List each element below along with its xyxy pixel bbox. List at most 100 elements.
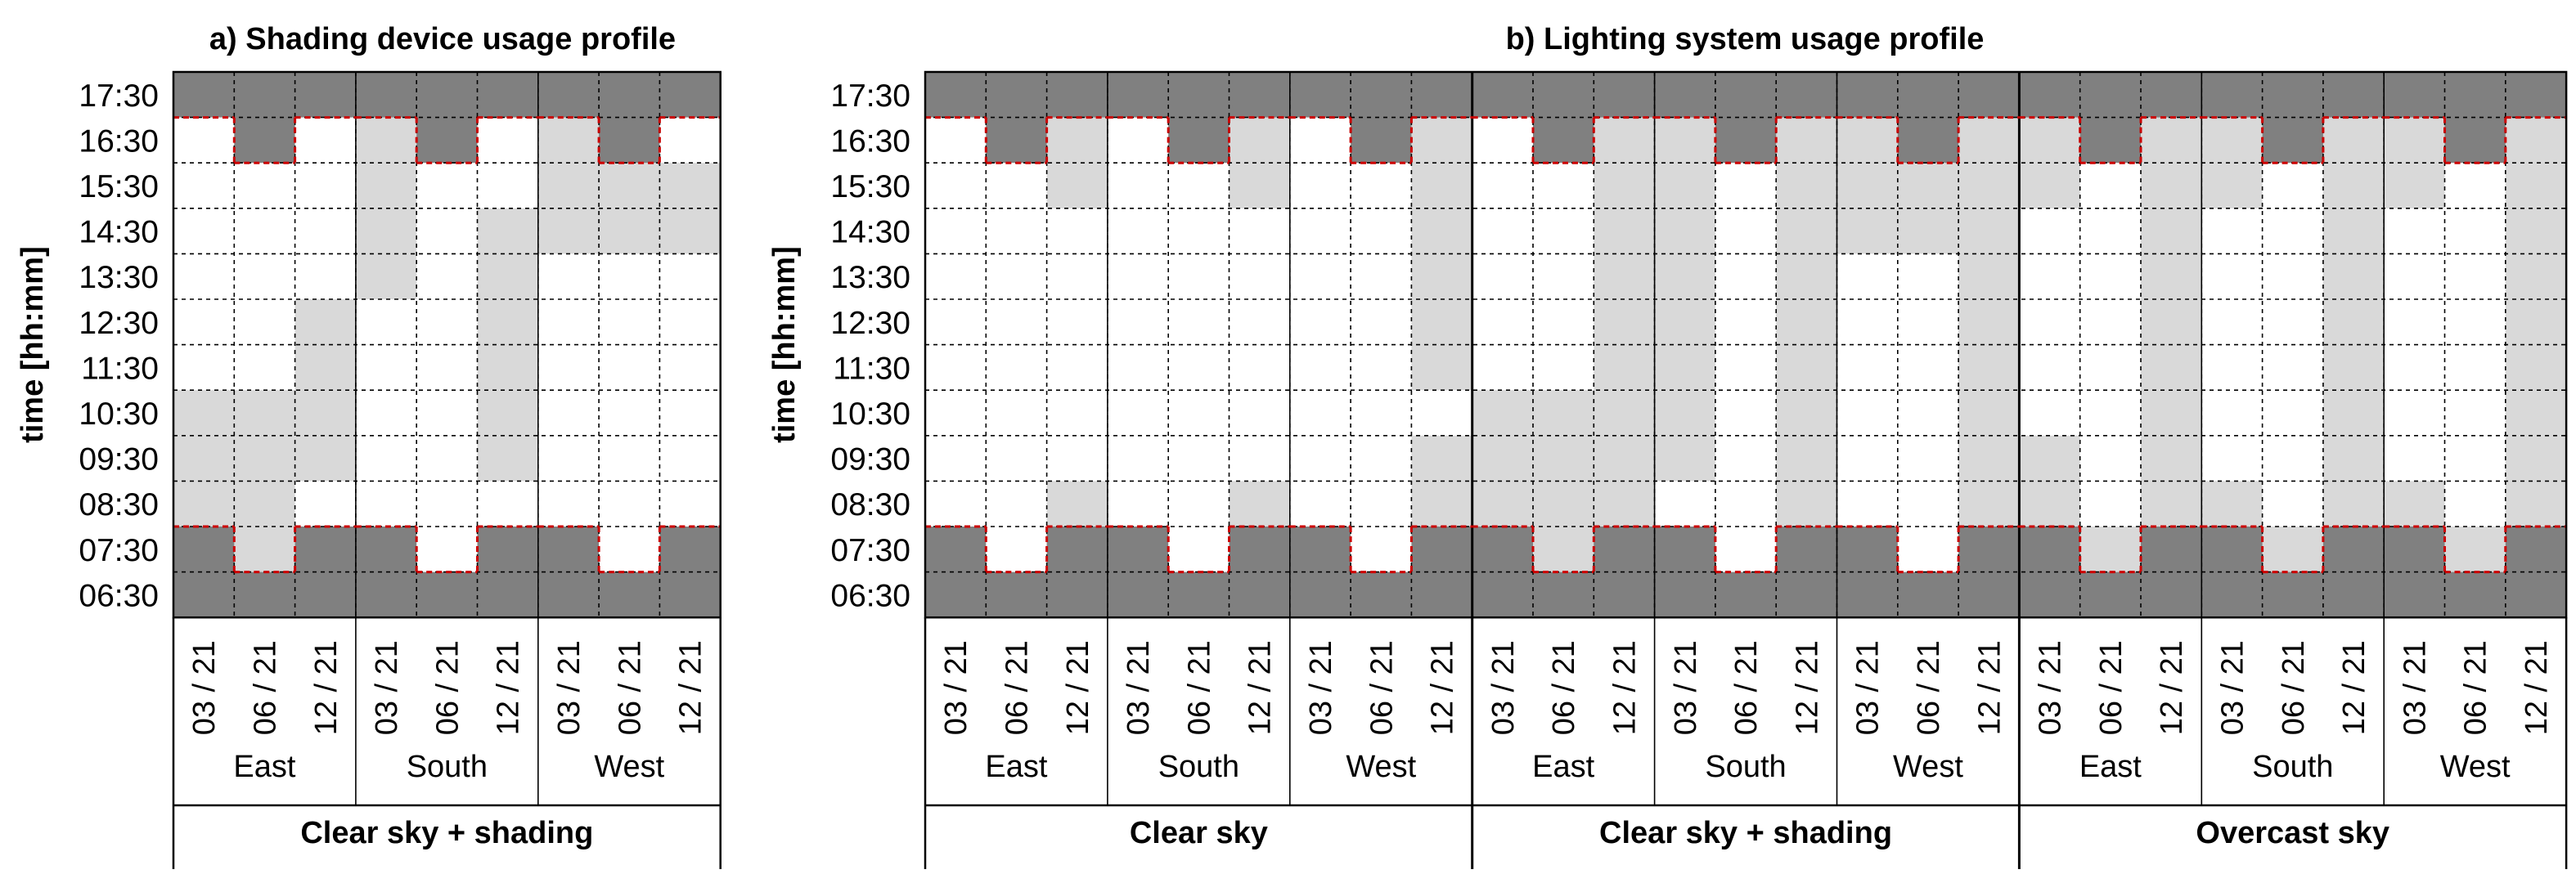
heat-cell	[2019, 117, 2081, 164]
heat-cell	[2201, 299, 2264, 346]
heat-cell	[1289, 572, 1351, 618]
heat-cell	[1046, 208, 1108, 254]
heat-cell	[2322, 344, 2385, 391]
heat-cell	[2141, 299, 2202, 346]
heat-cell	[477, 481, 539, 527]
heat-cell	[1351, 163, 1412, 209]
heat-cell	[2079, 163, 2142, 209]
heat-cell	[234, 344, 296, 391]
y-tick-label: 17:30	[830, 78, 910, 114]
heat-cell	[2505, 299, 2567, 346]
heat-cell	[1411, 527, 1473, 573]
heat-cell	[1654, 253, 1716, 300]
heat-cell	[234, 527, 296, 573]
heat-cell	[1836, 72, 1899, 119]
heat-cell	[1168, 572, 1230, 618]
heat-cell	[2019, 208, 2081, 254]
heat-cell	[986, 253, 1048, 300]
heat-cell	[1897, 163, 1959, 209]
heat-cell	[1715, 435, 1777, 482]
heat-cell	[355, 390, 417, 437]
heat-cell	[1897, 481, 1959, 527]
heat-cell	[659, 344, 722, 391]
heat-cell	[1958, 344, 2020, 391]
heat-cell	[1836, 208, 1899, 254]
y-axis-label: time [hh:mm]	[767, 246, 802, 443]
date-label: 12 / 21	[1972, 640, 2007, 735]
y-tick-label: 12:30	[79, 306, 159, 341]
heat-cell	[2079, 344, 2142, 391]
heat-cell	[1289, 253, 1351, 300]
heat-cell	[234, 572, 296, 618]
heat-cell	[2262, 72, 2324, 119]
heat-cell	[2019, 390, 2081, 437]
heat-cell	[2384, 435, 2446, 482]
heat-cell	[1533, 253, 1594, 300]
heat-cell	[2444, 299, 2506, 346]
heat-cell	[294, 572, 357, 618]
heat-cell	[599, 435, 660, 482]
heat-cell	[2262, 299, 2324, 346]
heat-cell	[1411, 208, 1473, 254]
heat-cell	[1958, 72, 2020, 119]
heat-cell	[1836, 481, 1899, 527]
heat-cell	[1046, 72, 1108, 119]
heat-cell	[2322, 299, 2385, 346]
heat-cell	[1776, 527, 1838, 573]
y-tick-label: 06:30	[79, 578, 159, 613]
heat-cell	[1594, 390, 1656, 437]
heat-cell	[294, 163, 357, 209]
date-label: 03 / 21	[2215, 640, 2250, 735]
heat-cell	[2384, 163, 2446, 209]
heat-cell	[1229, 299, 1291, 346]
heat-cell	[1229, 527, 1291, 573]
heat-cell	[477, 72, 539, 119]
heat-cell	[2079, 253, 2142, 300]
heat-cell	[1351, 253, 1412, 300]
heat-cell	[1351, 344, 1412, 391]
heat-cell	[1229, 435, 1291, 482]
heat-cell	[2322, 527, 2385, 573]
heat-cell	[925, 527, 987, 573]
heat-cell	[355, 72, 417, 119]
heat-cell	[1533, 572, 1594, 618]
heat-cell	[1533, 481, 1594, 527]
heat-cell	[1229, 344, 1291, 391]
heat-cell	[1411, 163, 1473, 209]
heat-cell	[2384, 253, 2446, 300]
date-label: 06 / 21	[1547, 640, 1581, 735]
heat-cell	[1897, 527, 1959, 573]
heat-cell	[1168, 299, 1230, 346]
date-label: 12 / 21	[492, 640, 526, 735]
heat-cell	[2201, 117, 2264, 164]
heat-cell	[1289, 435, 1351, 482]
heat-cell	[2079, 572, 2142, 618]
heat-cell	[2141, 344, 2202, 391]
heat-cell	[2505, 572, 2567, 618]
heat-cell	[2444, 572, 2506, 618]
heat-cell	[355, 344, 417, 391]
heat-cell	[1533, 344, 1594, 391]
heat-cell	[1715, 299, 1777, 346]
heat-cell	[537, 435, 600, 482]
heat-cell	[537, 299, 600, 346]
heat-cell	[2079, 117, 2142, 164]
heat-cell	[2262, 253, 2324, 300]
heat-cell	[2141, 572, 2202, 618]
heat-cell	[1654, 481, 1716, 527]
heat-cell	[1046, 527, 1108, 573]
heat-cell	[1351, 117, 1412, 164]
date-label: 06 / 21	[1729, 640, 1764, 735]
date-label: 03 / 21	[1851, 640, 1886, 735]
orientation-label: South	[1705, 750, 1786, 784]
heat-cell	[234, 253, 296, 300]
y-tick-label: 12:30	[830, 306, 910, 341]
heat-cell	[294, 117, 357, 164]
heat-cell	[599, 163, 660, 209]
heat-cell	[1289, 163, 1351, 209]
heat-cell	[1289, 527, 1351, 573]
heat-cell	[1958, 253, 2020, 300]
heat-cell	[1594, 344, 1656, 391]
heat-cell	[2141, 390, 2202, 437]
heat-cell	[1958, 527, 2020, 573]
